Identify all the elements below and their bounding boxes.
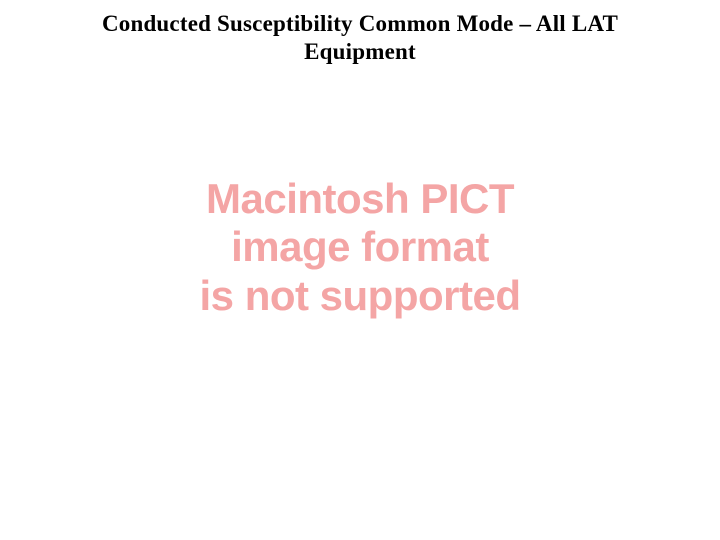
title-line-2: Equipment (304, 39, 416, 64)
error-line-1: Macintosh PICT (0, 175, 720, 223)
error-line-2: image format (0, 223, 720, 271)
error-line-3: is not supported (0, 272, 720, 320)
title-line-1: Conducted Susceptibility Common Mode – A… (102, 11, 618, 36)
page-title: Conducted Susceptibility Common Mode – A… (0, 0, 720, 65)
error-message-block: Macintosh PICT image format is not suppo… (0, 175, 720, 320)
